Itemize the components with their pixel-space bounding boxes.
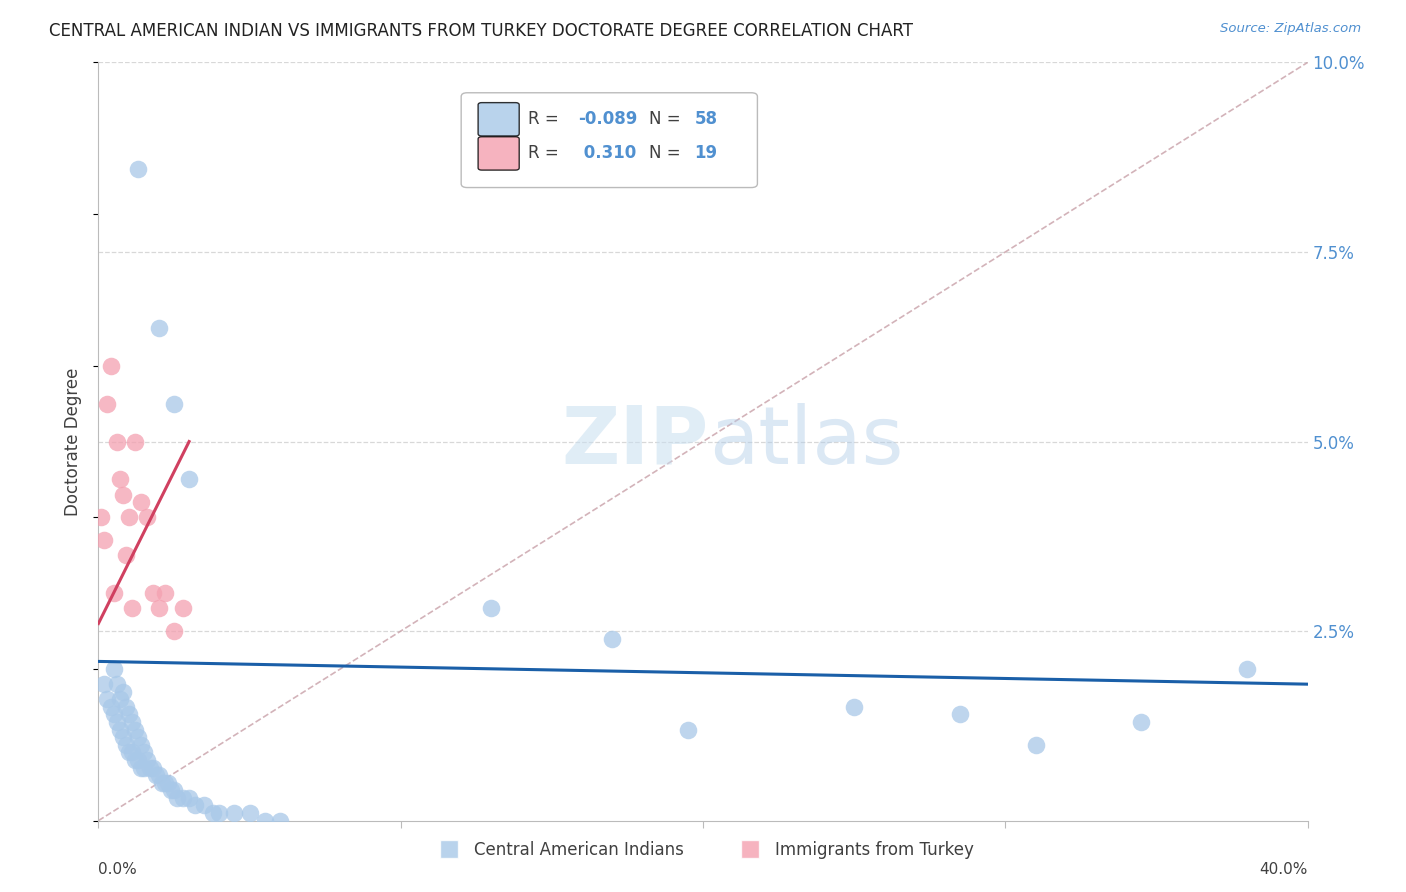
Point xyxy=(153,586,176,600)
Point xyxy=(179,473,201,487)
Point xyxy=(160,783,183,797)
Point xyxy=(100,359,122,373)
Point xyxy=(844,699,866,714)
Point xyxy=(142,586,165,600)
Text: 0.0%: 0.0% xyxy=(98,863,138,878)
Point xyxy=(163,396,186,410)
Point xyxy=(121,715,143,730)
Point xyxy=(103,662,125,676)
Point xyxy=(156,776,179,790)
Point xyxy=(90,510,112,524)
Point xyxy=(121,601,143,615)
Text: N =: N = xyxy=(648,111,686,128)
Point xyxy=(96,396,118,410)
Y-axis label: Doctorate Degree: Doctorate Degree xyxy=(65,368,83,516)
Point xyxy=(124,434,146,449)
Point xyxy=(145,768,167,782)
Point xyxy=(481,601,503,615)
Point xyxy=(949,707,972,722)
FancyBboxPatch shape xyxy=(478,136,519,170)
Point xyxy=(202,806,225,821)
Text: ZIP: ZIP xyxy=(562,402,709,481)
Point xyxy=(142,760,165,774)
Point xyxy=(163,783,186,797)
Text: R =: R = xyxy=(527,145,564,162)
Point xyxy=(114,548,136,563)
Point xyxy=(105,434,128,449)
Point xyxy=(148,601,170,615)
Text: CENTRAL AMERICAN INDIAN VS IMMIGRANTS FROM TURKEY DOCTORATE DEGREE CORRELATION C: CENTRAL AMERICAN INDIAN VS IMMIGRANTS FR… xyxy=(49,22,914,40)
Point xyxy=(100,699,122,714)
Point xyxy=(96,692,118,706)
Point xyxy=(127,730,149,744)
Point xyxy=(129,495,152,509)
Point xyxy=(239,806,262,821)
FancyBboxPatch shape xyxy=(461,93,758,187)
Point xyxy=(166,791,188,805)
Point xyxy=(184,798,207,813)
Point xyxy=(153,776,176,790)
Point xyxy=(132,746,155,760)
Point xyxy=(135,510,157,524)
Point xyxy=(105,715,128,730)
Point xyxy=(179,791,201,805)
Point xyxy=(108,692,131,706)
Text: 40.0%: 40.0% xyxy=(1260,863,1308,878)
Legend: Central American Indians, Immigrants from Turkey: Central American Indians, Immigrants fro… xyxy=(425,834,981,865)
Point xyxy=(118,707,141,722)
Text: 58: 58 xyxy=(695,111,717,128)
Text: -0.089: -0.089 xyxy=(578,111,638,128)
Point xyxy=(676,723,699,737)
Point xyxy=(93,677,115,691)
FancyBboxPatch shape xyxy=(478,103,519,136)
Point xyxy=(118,746,141,760)
Point xyxy=(135,753,157,767)
Text: atlas: atlas xyxy=(709,402,904,481)
Point xyxy=(172,791,194,805)
Point xyxy=(148,768,170,782)
Point xyxy=(114,699,136,714)
Point xyxy=(163,624,186,639)
Point xyxy=(108,473,131,487)
Point xyxy=(602,632,624,646)
Text: N =: N = xyxy=(648,145,686,162)
Point xyxy=(150,776,173,790)
Point xyxy=(93,533,115,548)
Point xyxy=(127,161,149,176)
Point xyxy=(139,760,162,774)
Point xyxy=(1236,662,1258,676)
Text: Source: ZipAtlas.com: Source: ZipAtlas.com xyxy=(1220,22,1361,36)
Point xyxy=(148,320,170,334)
Point xyxy=(111,685,134,699)
Point xyxy=(208,806,231,821)
Point xyxy=(132,760,155,774)
Point xyxy=(105,677,128,691)
Point xyxy=(111,488,134,502)
Point xyxy=(1130,715,1153,730)
Point xyxy=(103,707,125,722)
Point xyxy=(108,723,131,737)
Point xyxy=(103,586,125,600)
Text: 19: 19 xyxy=(695,145,717,162)
Point xyxy=(172,601,194,615)
Point xyxy=(111,730,134,744)
Point xyxy=(124,723,146,737)
Point xyxy=(118,510,141,524)
Point xyxy=(124,753,146,767)
Point xyxy=(253,814,276,828)
Point xyxy=(193,798,215,813)
Point xyxy=(224,806,246,821)
Text: R =: R = xyxy=(527,111,564,128)
Point xyxy=(114,738,136,752)
Point xyxy=(1024,738,1046,752)
Point xyxy=(121,746,143,760)
Point xyxy=(127,753,149,767)
Point xyxy=(129,760,152,774)
Point xyxy=(269,814,291,828)
Text: 0.310: 0.310 xyxy=(578,145,637,162)
Point xyxy=(129,738,152,752)
